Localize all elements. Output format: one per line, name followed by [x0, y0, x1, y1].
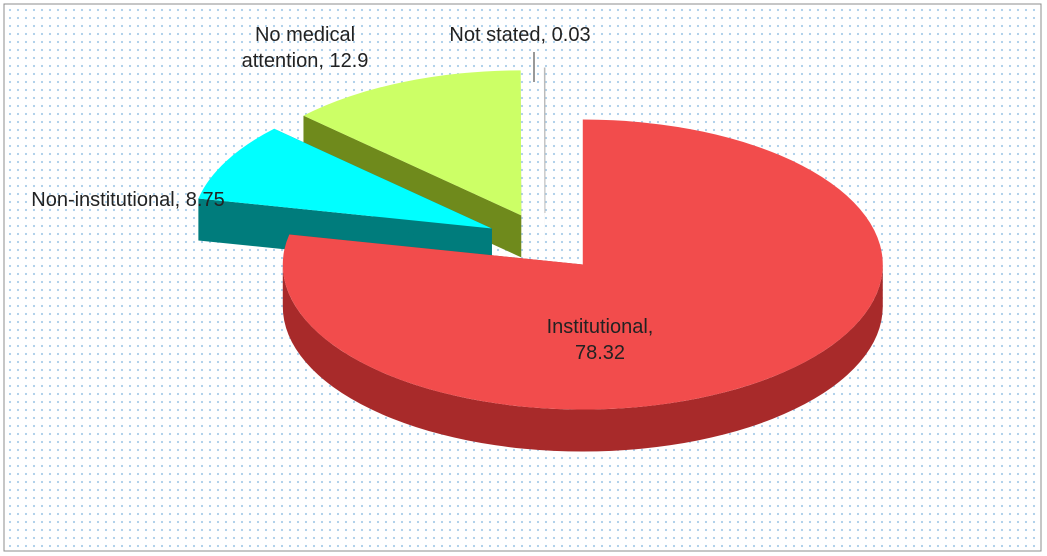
data-label: No medical attention, 12.9 — [241, 24, 369, 72]
slice-side — [282, 264, 883, 452]
data-label: Institutional, 78.32 — [546, 316, 654, 364]
slice — [303, 70, 522, 216]
slice — [543, 67, 546, 214]
data-label: Non-institutional, 8.75 — [31, 189, 225, 211]
slice — [282, 119, 883, 410]
pie — [198, 67, 883, 452]
slice — [543, 67, 546, 256]
slice — [198, 128, 492, 229]
data-label: Not stated, 0.03 — [449, 24, 591, 46]
slice — [282, 119, 883, 452]
